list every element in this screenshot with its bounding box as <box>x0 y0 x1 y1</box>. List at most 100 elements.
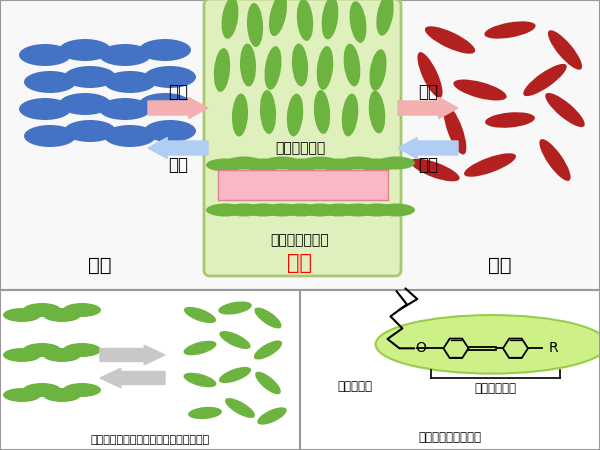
Ellipse shape <box>369 90 385 133</box>
FancyArrow shape <box>100 345 165 365</box>
Ellipse shape <box>144 120 196 142</box>
Text: 棒状液晶性分子の例: 棒状液晶性分子の例 <box>419 431 482 444</box>
Ellipse shape <box>257 407 287 425</box>
Ellipse shape <box>206 203 244 216</box>
Text: 冷却: 冷却 <box>168 156 188 174</box>
Ellipse shape <box>184 307 216 323</box>
Ellipse shape <box>43 388 81 402</box>
Ellipse shape <box>263 157 301 170</box>
Ellipse shape <box>254 341 282 360</box>
Text: 冷却: 冷却 <box>418 156 438 174</box>
Ellipse shape <box>63 343 101 357</box>
Ellipse shape <box>19 98 71 120</box>
Text: 液体: 液体 <box>488 256 512 274</box>
Ellipse shape <box>220 331 251 349</box>
Ellipse shape <box>225 157 263 170</box>
Ellipse shape <box>301 203 339 216</box>
Ellipse shape <box>139 93 191 115</box>
Text: ネマチック相: ネマチック相 <box>275 141 325 155</box>
Text: 加熱: 加熱 <box>168 83 188 101</box>
Ellipse shape <box>23 383 61 397</box>
Ellipse shape <box>443 105 466 154</box>
Ellipse shape <box>317 46 333 90</box>
FancyArrow shape <box>148 138 208 158</box>
Bar <box>0 290 300 450</box>
Ellipse shape <box>269 0 287 36</box>
Ellipse shape <box>214 48 230 92</box>
Ellipse shape <box>24 125 76 147</box>
Ellipse shape <box>350 1 367 43</box>
Ellipse shape <box>219 367 251 383</box>
Ellipse shape <box>358 158 396 171</box>
Text: R: R <box>548 341 558 356</box>
Ellipse shape <box>3 308 41 322</box>
Ellipse shape <box>376 315 600 374</box>
Ellipse shape <box>99 44 151 66</box>
Ellipse shape <box>410 159 460 181</box>
Ellipse shape <box>206 158 244 171</box>
Ellipse shape <box>339 157 377 170</box>
Ellipse shape <box>43 308 81 322</box>
Ellipse shape <box>19 44 71 66</box>
Ellipse shape <box>464 153 516 177</box>
Ellipse shape <box>232 94 248 136</box>
FancyBboxPatch shape <box>204 0 401 276</box>
Ellipse shape <box>377 157 415 170</box>
Ellipse shape <box>539 139 571 181</box>
Ellipse shape <box>282 158 320 171</box>
Ellipse shape <box>377 203 415 216</box>
Text: スメクチック相: スメクチック相 <box>271 233 329 247</box>
FancyArrow shape <box>398 98 458 118</box>
Bar <box>0 0 600 290</box>
Text: 加熱: 加熱 <box>418 83 438 101</box>
Ellipse shape <box>342 94 358 136</box>
Ellipse shape <box>485 112 535 128</box>
Ellipse shape <box>282 203 320 216</box>
Ellipse shape <box>64 120 116 142</box>
Text: O: O <box>415 341 425 356</box>
Ellipse shape <box>292 44 308 86</box>
Ellipse shape <box>23 343 61 357</box>
Ellipse shape <box>265 46 281 90</box>
Ellipse shape <box>454 80 506 100</box>
Ellipse shape <box>370 49 386 91</box>
Ellipse shape <box>320 203 358 216</box>
Ellipse shape <box>418 52 443 98</box>
Text: 結晶: 結晶 <box>88 256 112 274</box>
Ellipse shape <box>225 203 263 216</box>
Text: 柔軟性部位: 柔軟性部位 <box>337 380 372 393</box>
Ellipse shape <box>376 0 394 36</box>
Ellipse shape <box>23 303 61 317</box>
Ellipse shape <box>139 39 191 61</box>
Ellipse shape <box>314 90 330 134</box>
Ellipse shape <box>99 98 151 120</box>
Ellipse shape <box>188 407 222 419</box>
Ellipse shape <box>287 94 303 136</box>
Ellipse shape <box>225 398 255 418</box>
Ellipse shape <box>297 0 313 41</box>
FancyArrow shape <box>148 98 208 118</box>
Bar <box>300 290 600 450</box>
Ellipse shape <box>545 93 585 127</box>
Ellipse shape <box>247 3 263 47</box>
Ellipse shape <box>221 0 238 39</box>
Ellipse shape <box>244 203 282 216</box>
Ellipse shape <box>255 372 281 394</box>
Text: メソゲン部位: メソゲン部位 <box>475 382 517 395</box>
Ellipse shape <box>320 158 358 171</box>
Ellipse shape <box>339 203 377 216</box>
Ellipse shape <box>104 125 156 147</box>
Ellipse shape <box>301 157 339 170</box>
Ellipse shape <box>184 341 217 356</box>
Ellipse shape <box>218 302 252 315</box>
Ellipse shape <box>3 348 41 362</box>
Ellipse shape <box>59 39 111 61</box>
Ellipse shape <box>63 383 101 397</box>
Ellipse shape <box>184 373 217 387</box>
FancyArrow shape <box>398 138 458 158</box>
Ellipse shape <box>3 388 41 402</box>
Text: ネマチック液晶分子のスイッチングの例: ネマチック液晶分子のスイッチングの例 <box>91 435 209 445</box>
Ellipse shape <box>244 158 282 171</box>
Ellipse shape <box>263 203 301 216</box>
Ellipse shape <box>548 30 582 70</box>
